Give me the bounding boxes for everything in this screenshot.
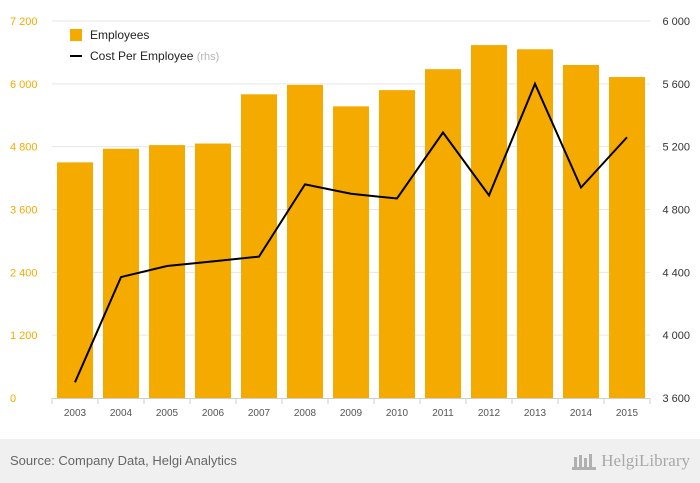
bar-2013 — [517, 49, 553, 399]
source-text: Source: Company Data, Helgi Analytics — [10, 453, 237, 468]
left-tick-label: 1 200 — [10, 330, 38, 342]
x-tick-label: 2012 — [478, 408, 501, 419]
x-tick-label: 2008 — [294, 408, 317, 419]
legend-label-cost-per-employee: Cost Per Employee (rhs) — [90, 49, 219, 63]
legend: Employees Cost Per Employee (rhs) — [70, 28, 219, 63]
x-tick-label: 2009 — [340, 408, 363, 419]
brand-logo: HelgiLibrary — [571, 450, 690, 472]
legend-rhs-suffix: (rhs) — [197, 51, 220, 63]
line-series-cost-per-employee — [74, 81, 628, 383]
x-tick-label: 2004 — [110, 408, 133, 419]
brand-name: HelgiLibrary — [601, 451, 690, 470]
footer: Source: Company Data, Helgi Analytics He… — [0, 439, 700, 483]
x-tick-label: 2013 — [524, 408, 547, 419]
right-axis-ticks: 3 600 4 000 4 400 4 800 5 200 5 600 6 000 — [662, 16, 690, 405]
legend-swatch-employees — [70, 29, 82, 41]
bar-2006 — [195, 143, 231, 398]
bar-2009 — [333, 106, 369, 399]
right-tick-label: 3 600 — [662, 393, 690, 405]
x-axis-ticks: 2003 2004 2005 2006 2007 2008 2009 2010 2011 2012… — [64, 408, 639, 419]
bar-2012 — [471, 45, 507, 398]
x-tick-label: 2011 — [432, 408, 454, 419]
right-tick-label: 6 000 — [662, 16, 690, 28]
bar-2005 — [149, 145, 185, 398]
library-icon — [572, 454, 597, 470]
legend-label-employees: Employees — [90, 28, 149, 42]
left-axis-ticks: 0 1 200 2 400 3 600 4 800 6 000 7 200 — [10, 16, 38, 405]
bar-2011 — [425, 69, 461, 398]
bar-2003 — [57, 162, 93, 398]
left-tick-label: 3 600 — [10, 205, 38, 217]
chart: 0 1 200 2 400 3 600 4 800 6 000 7 200 3 600 4 0… — [10, 16, 690, 419]
right-tick-label: 4 000 — [662, 330, 690, 342]
left-tick-label: 6 000 — [10, 79, 38, 91]
left-tick-label: 2 400 — [10, 267, 38, 279]
bar-2008 — [287, 84, 323, 398]
right-tick-label: 5 600 — [662, 79, 690, 91]
bar-2014 — [563, 64, 599, 398]
bar-2007 — [241, 94, 277, 399]
bar-2015 — [609, 77, 645, 398]
x-tick-label: 2007 — [248, 408, 271, 419]
x-tick-label: 2015 — [616, 408, 639, 419]
x-tick-label: 2014 — [570, 408, 593, 419]
x-tick-label: 2006 — [202, 408, 225, 419]
bar-series-employees — [57, 45, 645, 399]
bar-2010 — [379, 90, 415, 398]
x-tick-label: 2005 — [156, 408, 179, 419]
left-tick-label: 0 — [10, 393, 16, 405]
left-tick-label: 7 200 — [10, 16, 38, 28]
left-tick-label: 4 800 — [10, 142, 38, 154]
right-tick-label: 4 800 — [662, 205, 690, 217]
right-tick-label: 5 200 — [662, 142, 690, 154]
right-tick-label: 4 400 — [662, 267, 690, 279]
x-tick-label: 2003 — [64, 408, 87, 419]
x-tick-label: 2010 — [386, 408, 409, 419]
